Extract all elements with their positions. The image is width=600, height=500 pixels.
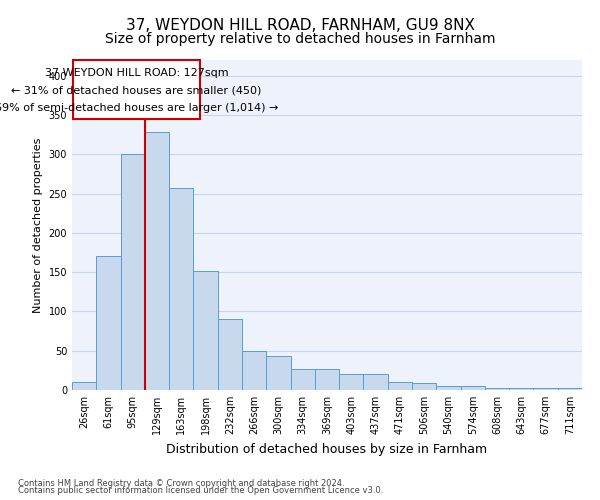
Bar	[485, 388, 509, 390]
Bar	[290, 369, 315, 390]
Bar	[242, 350, 266, 390]
Bar	[266, 356, 290, 390]
Bar	[509, 388, 533, 390]
Bar	[461, 386, 485, 390]
Text: 37, WEYDON HILL ROAD, FARNHAM, GU9 8NX: 37, WEYDON HILL ROAD, FARNHAM, GU9 8NX	[125, 18, 475, 32]
Bar	[315, 369, 339, 390]
Bar	[533, 388, 558, 390]
Bar	[96, 256, 121, 390]
Bar	[121, 154, 145, 390]
X-axis label: Distribution of detached houses by size in Farnham: Distribution of detached houses by size …	[166, 442, 488, 456]
Text: Contains public sector information licensed under the Open Government Licence v3: Contains public sector information licen…	[18, 486, 383, 495]
Text: 69% of semi-detached houses are larger (1,014) →: 69% of semi-detached houses are larger (…	[0, 103, 278, 113]
Bar	[364, 374, 388, 390]
Text: 37 WEYDON HILL ROAD: 127sqm: 37 WEYDON HILL ROAD: 127sqm	[44, 68, 228, 78]
Bar	[412, 383, 436, 390]
FancyBboxPatch shape	[73, 60, 199, 119]
Bar	[218, 320, 242, 390]
Bar	[436, 386, 461, 390]
Bar	[339, 374, 364, 390]
Y-axis label: Number of detached properties: Number of detached properties	[33, 138, 43, 312]
Bar	[145, 132, 169, 390]
Bar	[169, 188, 193, 390]
Text: Size of property relative to detached houses in Farnham: Size of property relative to detached ho…	[105, 32, 495, 46]
Text: ← 31% of detached houses are smaller (450): ← 31% of detached houses are smaller (45…	[11, 86, 262, 96]
Bar	[72, 382, 96, 390]
Bar	[388, 382, 412, 390]
Text: Contains HM Land Registry data © Crown copyright and database right 2024.: Contains HM Land Registry data © Crown c…	[18, 478, 344, 488]
Bar	[558, 388, 582, 390]
Bar	[193, 270, 218, 390]
